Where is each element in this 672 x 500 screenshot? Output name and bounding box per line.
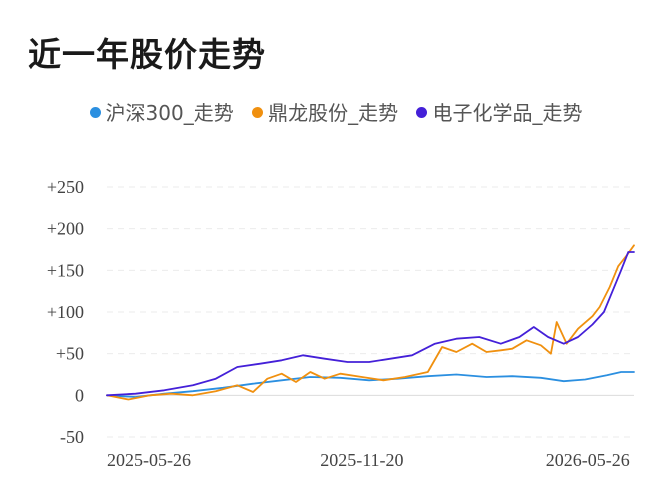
legend-label-hs300: 沪深300_走势 xyxy=(105,101,234,125)
legend-marker-dinglong xyxy=(252,107,264,118)
x-tick-label: 2025-11-20 xyxy=(320,450,403,470)
legend-marker-hs300 xyxy=(89,107,101,118)
x-tick-label: 2026-05-26 xyxy=(546,450,630,470)
x-axis-ticks: 2025-05-26 2025-11-20 2026-05-26 xyxy=(107,450,630,470)
y-tick-label: +200 xyxy=(47,219,84,239)
series-line xyxy=(106,244,635,401)
legend-item-dinglong[interactable]: 鼎龙股份_走势 xyxy=(252,97,398,126)
y-tick-label: +250 xyxy=(47,177,84,197)
y-tick-label: 0 xyxy=(75,385,84,405)
legend-label-electronic-chemicals: 电子化学品_走势 xyxy=(432,101,583,125)
chart-title: 近一年股价走势 xyxy=(28,35,266,74)
series-lines xyxy=(106,244,635,401)
x-tick-label: 2025-05-26 xyxy=(107,450,191,470)
y-tick-label: +150 xyxy=(47,260,84,280)
y-tick-label: -50 xyxy=(60,427,84,447)
gridlines xyxy=(107,186,634,438)
legend-marker-electronic-chemicals xyxy=(416,107,428,118)
legend-label-dinglong: 鼎龙股份_走势 xyxy=(268,101,399,125)
series-line xyxy=(106,371,635,398)
legend-item-electronic-chemicals[interactable]: 电子化学品_走势 xyxy=(416,97,582,126)
legend-item-hs300[interactable]: 沪深300_走势 xyxy=(89,97,234,126)
series-line xyxy=(106,251,635,397)
y-axis-ticks: +250 +200 +150 +100 +50 0 -50 xyxy=(47,177,84,447)
chart-legend: 沪深300_走势 鼎龙股份_走势 电子化学品_走势 xyxy=(0,97,672,126)
y-tick-label: +100 xyxy=(47,302,84,322)
y-tick-label: +50 xyxy=(56,344,84,364)
